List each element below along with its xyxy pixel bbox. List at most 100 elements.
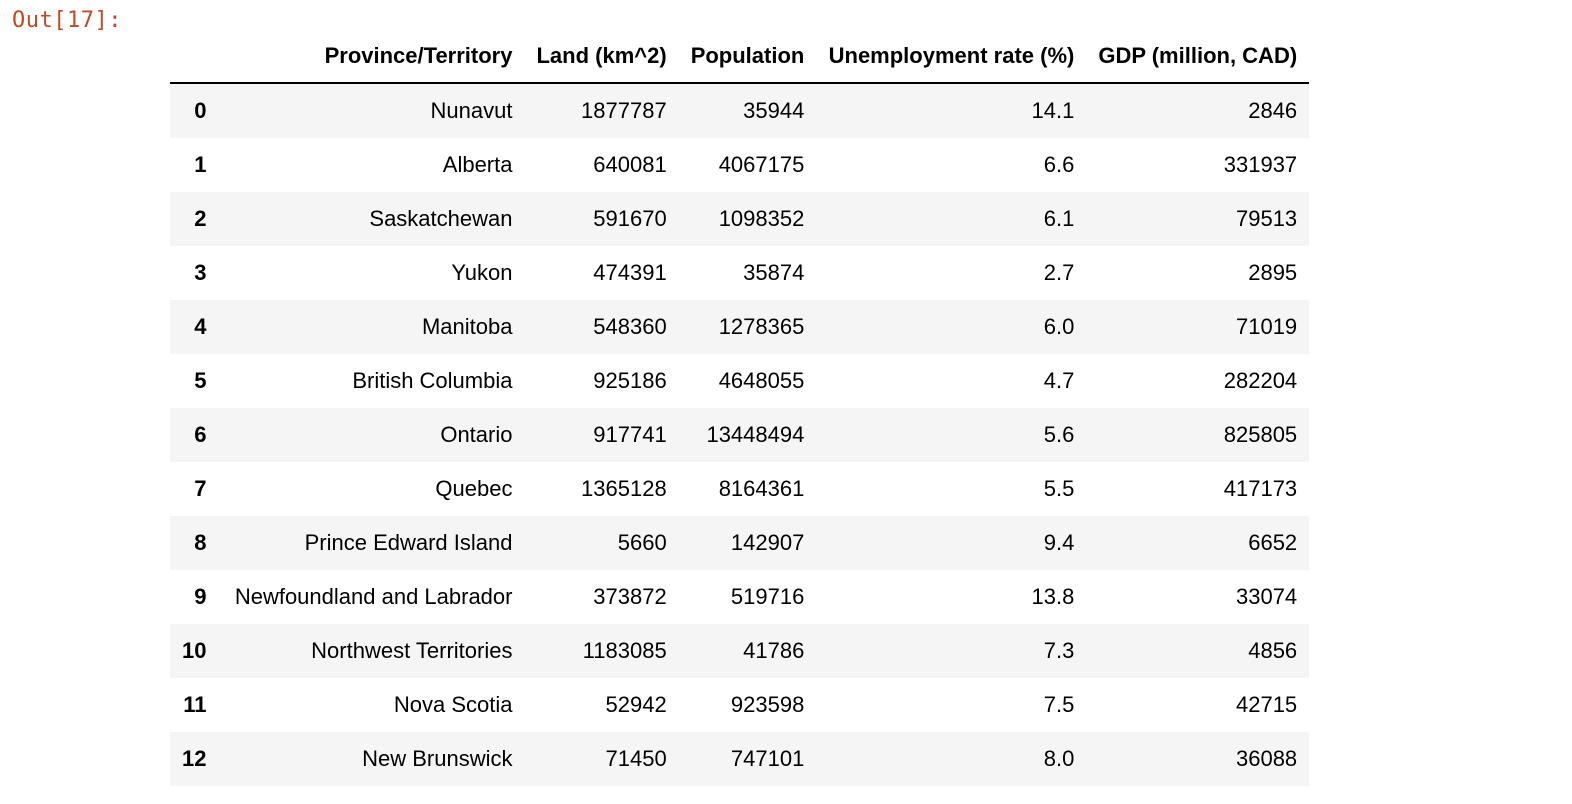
table-row: 1 Alberta 640081 4067175 6.6 331937 (170, 138, 1310, 192)
table-row: 11 Nova Scotia 52942 923598 7.5 42715 (170, 678, 1310, 732)
table-row: 6 Ontario 917741 13448494 5.6 825805 (170, 408, 1310, 462)
column-header-province: Province/Territory (218, 30, 525, 84)
table-row: 5 British Columbia 925186 4648055 4.7 282204 (170, 354, 1310, 408)
cell-province: Saskatchewan (369, 206, 513, 231)
cell-gdp: 417173 (1223, 476, 1298, 501)
cell-unemployment: 9.4 (1043, 530, 1075, 555)
cell-unemployment: 2.7 (1043, 260, 1075, 285)
cell-gdp: 825805 (1223, 422, 1298, 447)
cell-unemployment: 7.5 (1043, 692, 1075, 717)
cell-population: 13448494 (706, 422, 805, 447)
row-index: 5 (194, 368, 207, 393)
cell-unemployment: 5.6 (1043, 422, 1075, 447)
cell-province: Newfoundland and Labrador (234, 584, 513, 609)
cell-land: 5660 (617, 530, 667, 555)
cell-unemployment: 13.8 (1031, 584, 1075, 609)
cell-province: Prince Edward Island (304, 530, 513, 555)
row-index: 0 (194, 98, 207, 123)
cell-gdp: 2895 (1248, 260, 1298, 285)
cell-province: Quebec (435, 476, 513, 501)
row-index: 7 (194, 476, 207, 501)
cell-population: 142907 (730, 530, 805, 555)
table-header: Province/Territory Land (km^2) Populatio… (170, 30, 1310, 84)
cell-population: 923598 (730, 692, 805, 717)
cell-land: 925186 (593, 368, 667, 393)
cell-population: 41786 (743, 638, 805, 663)
cell-gdp: 6652 (1248, 530, 1298, 555)
cell-unemployment: 4.7 (1043, 368, 1075, 393)
row-index: 9 (194, 584, 207, 609)
cell-land: 1877787 (581, 98, 667, 123)
cell-population: 35874 (743, 260, 805, 285)
cell-unemployment: 8.0 (1043, 746, 1075, 771)
dataframe-table: Province/Territory Land (km^2) Populatio… (170, 30, 1310, 786)
cell-population: 4067175 (718, 152, 805, 177)
cell-land: 548360 (593, 314, 667, 339)
cell-unemployment: 14.1 (1031, 98, 1075, 123)
cell-province: Yukon (451, 260, 513, 285)
cell-land: 71450 (605, 746, 667, 771)
cell-gdp: 42715 (1235, 692, 1298, 717)
table-row: 4 Manitoba 548360 1278365 6.0 71019 (170, 300, 1310, 354)
table-row: 10 Northwest Territories 1183085 41786 7.3 48… (170, 624, 1310, 678)
cell-population: 1098352 (718, 206, 805, 231)
cell-province: Manitoba (421, 314, 513, 339)
row-index: 6 (194, 422, 207, 447)
row-index: 11 (183, 692, 207, 717)
cell-population: 4648055 (718, 368, 805, 393)
cell-gdp: 4856 (1248, 638, 1298, 663)
cell-province: Ontario (440, 422, 513, 447)
cell-province: Nunavut (430, 98, 513, 123)
cell-gdp: 331937 (1223, 152, 1298, 177)
column-header-unemployment: Unemployment rate (%) (816, 30, 1087, 84)
cell-unemployment: 5.5 (1043, 476, 1075, 501)
cell-gdp: 71019 (1235, 314, 1298, 339)
cell-unemployment: 6.0 (1043, 314, 1075, 339)
cell-unemployment: 6.1 (1043, 206, 1075, 231)
cell-land: 373872 (593, 584, 667, 609)
table-row: 0 Nunavut 1877787 35944 14.1 2846 (170, 83, 1310, 138)
cell-province: Nova Scotia (393, 692, 513, 717)
row-index: 1 (194, 152, 207, 177)
table-row: 7 Quebec 1365128 8164361 5.5 417173 (170, 462, 1310, 516)
table-row: 2 Saskatchewan 591670 1098352 6.1 79513 (170, 192, 1310, 246)
cell-population: 747101 (730, 746, 805, 771)
cell-population: 519716 (730, 584, 805, 609)
cell-province: New Brunswick (362, 746, 513, 771)
index-column-header (170, 30, 219, 84)
dataframe-output: Province/Territory Land (km^2) Populatio… (170, 30, 1310, 786)
cell-land: 52942 (605, 692, 667, 717)
cell-population: 8164361 (718, 476, 805, 501)
row-index: 3 (194, 260, 207, 285)
column-header-gdp: GDP (million, CAD) (1086, 30, 1310, 84)
row-index: 10 (182, 638, 207, 663)
cell-province: Northwest Territories (311, 638, 513, 663)
cell-gdp: 79513 (1235, 206, 1298, 231)
cell-population: 1278365 (718, 314, 805, 339)
cell-gdp: 33074 (1235, 584, 1298, 609)
cell-province: Alberta (442, 152, 513, 177)
cell-land: 917741 (593, 422, 667, 447)
table-row: 3 Yukon 474391 35874 2.7 2895 (170, 246, 1310, 300)
row-index: 4 (194, 314, 207, 339)
table-body: 0 Nunavut 1877787 35944 14.1 2846 1 Alberta 6400… (170, 83, 1310, 786)
cell-gdp: 282204 (1223, 368, 1298, 393)
cell-land: 640081 (593, 152, 667, 177)
row-index: 2 (194, 206, 207, 231)
cell-gdp: 2846 (1248, 98, 1298, 123)
table-row: 9 Newfoundland and Labrador 373872 519716 13… (170, 570, 1310, 624)
cell-unemployment: 6.6 (1043, 152, 1075, 177)
cell-land: 591670 (593, 206, 667, 231)
cell-land: 1365128 (581, 476, 667, 501)
table-row: 8 Prince Edward Island 5660 142907 9.4 6652 (170, 516, 1310, 570)
cell-population: 35944 (743, 98, 805, 123)
cell-unemployment: 7.3 (1043, 638, 1075, 663)
cell-land: 1183085 (582, 638, 667, 663)
table-row: 12 New Brunswick 71450 747101 8.0 36088 (170, 732, 1310, 786)
header-row: Province/Territory Land (km^2) Populatio… (170, 30, 1310, 84)
cell-province: British Columbia (352, 368, 513, 393)
column-header-population: Population (678, 30, 817, 84)
cell-land: 474391 (593, 260, 667, 285)
row-index: 12 (182, 746, 207, 771)
cell-gdp: 36088 (1235, 746, 1298, 771)
